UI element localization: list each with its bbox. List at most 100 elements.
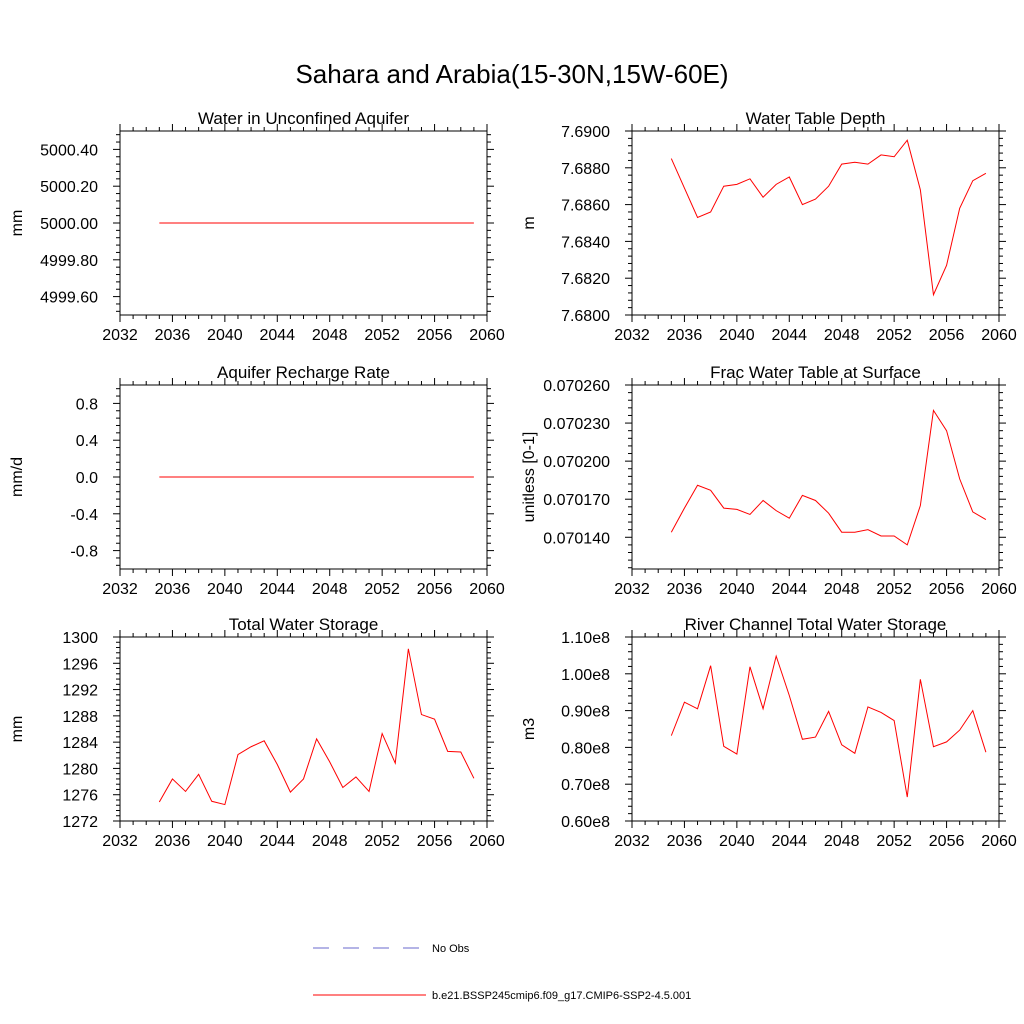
panel-3-ytick-label: 0.0 <box>76 470 98 487</box>
panel-3-ytick-label: -0.4 <box>70 507 98 524</box>
panel-4-ytick-label: 0.070260 <box>543 378 610 395</box>
panel-2-ytick-label: 7.6860 <box>561 198 610 215</box>
panel-5-ytick-label: 1280 <box>62 761 98 778</box>
panel-2-frame <box>631 130 1000 316</box>
panel-2-ytick-label: 7.6840 <box>561 234 610 251</box>
panel-2-ylabel: m <box>521 216 538 229</box>
panel-1-xtick-label: 2040 <box>207 327 243 344</box>
panel-5-xtick-label: 2044 <box>259 833 295 850</box>
panel-4-ytick-label: 0.070200 <box>543 454 610 471</box>
panel-5-title: Total Water Storage <box>229 615 379 634</box>
panel-2-ytick-label: 7.6880 <box>561 161 610 178</box>
panel-5-xtick-label: 2040 <box>207 833 243 850</box>
panel-3-title: Aquifer Recharge Rate <box>217 363 390 382</box>
panel-2-xtick-label: 2040 <box>719 327 755 344</box>
panel-3-xtick-label: 2060 <box>469 581 505 598</box>
panel-3-xtick-label: 2056 <box>417 581 453 598</box>
panel-5-frame <box>119 636 488 822</box>
panel-4-frame <box>631 384 1000 570</box>
panel-4-title: Frac Water Table at Surface <box>710 363 921 382</box>
panel-5-ytick-label: 1288 <box>62 709 98 726</box>
panel-2-xtick-label: 2036 <box>667 327 703 344</box>
panel-6-xtick-label: 2036 <box>667 833 703 850</box>
panel-2: Water Table Depth m 2032 2036 2040 2044 2048 20… <box>521 109 1017 344</box>
panel-4-ytick-label: 0.070170 <box>543 492 610 509</box>
panel-3-ytick-label: 0.4 <box>76 433 98 450</box>
panel-6-xtick-label: 2044 <box>771 833 807 850</box>
panel-5-xtick-label: 2060 <box>469 833 505 850</box>
panel-5-xtick-label: 2048 <box>312 833 348 850</box>
panel-4-ytick-label: 0.070230 <box>543 416 610 433</box>
panel-4-xtick-label: 2032 <box>614 581 650 598</box>
panel-5-series-line <box>158 648 475 806</box>
panel-5-xtick-label: 2052 <box>364 833 400 850</box>
panel-4-xtick-label: 2036 <box>667 581 703 598</box>
panel-5: Total Water Storage mm 2032 2036 2040 2044 204… <box>9 615 505 850</box>
panels: Water in Unconfined Aquifer mm 2032 2036 204… <box>9 109 1017 850</box>
panel-5-ytick-label: 1284 <box>62 735 98 752</box>
panel-2-xtick-label: 2032 <box>614 327 650 344</box>
panel-3-xtick-label: 2040 <box>207 581 243 598</box>
panel-4-ytick-label: 0.070140 <box>543 530 610 547</box>
panel-4-xtick-label: 2048 <box>824 581 860 598</box>
panel-1-xtick-label: 2032 <box>102 327 138 344</box>
panel-6-frame <box>631 636 1000 822</box>
panel-4-ylabel: unitless [0-1] <box>521 432 538 523</box>
panel-3-ylabel: mm/d <box>9 457 26 497</box>
panel-2-xtick-label: 2060 <box>981 327 1017 344</box>
panel-1-ylabel: mm <box>9 210 26 237</box>
panel-1-ytick-label: 5000.00 <box>40 216 98 233</box>
panel-3-xtick-label: 2052 <box>364 581 400 598</box>
panel-6-ylabel: m3 <box>521 718 538 740</box>
panel-1-xtick-label: 2052 <box>364 327 400 344</box>
panel-1-ytick-label: 5000.40 <box>40 142 98 159</box>
panel-6-xtick-label: 2032 <box>614 833 650 850</box>
panel-6-xtick-label: 2052 <box>876 833 912 850</box>
panel-5-ytick-label: 1272 <box>62 814 98 831</box>
panel-6-xtick-label: 2060 <box>981 833 1017 850</box>
panel-3-xtick-label: 2032 <box>102 581 138 598</box>
panel-3: Aquifer Recharge Rate mm/d 2032 2036 2040 204… <box>9 363 505 598</box>
panel-2-xtick-label: 2052 <box>876 327 912 344</box>
legend: No Obs b.e21.BSSP245cmip6.f09_g17.CMIP6-… <box>313 943 691 1002</box>
panel-5-ytick-label: 1276 <box>62 788 98 805</box>
panel-6-ytick-label: 0.60e8 <box>561 814 610 831</box>
panel-4-xtick-label: 2056 <box>929 581 965 598</box>
panel-1-title: Water in Unconfined Aquifer <box>198 109 409 128</box>
panel-2-ytick-label: 7.6800 <box>561 308 610 325</box>
panel-1-ytick-label: 4999.80 <box>40 253 98 270</box>
panel-3-ytick-label: -0.8 <box>70 544 98 561</box>
panel-6-series-line <box>670 654 987 798</box>
panel-1-ytick-label: 4999.60 <box>40 290 98 307</box>
panel-1-xtick-label: 2044 <box>259 327 295 344</box>
panel-3-xtick-label: 2044 <box>259 581 295 598</box>
panel-1: Water in Unconfined Aquifer mm 2032 2036 204… <box>9 109 505 344</box>
panel-5-xtick-label: 2036 <box>155 833 191 850</box>
panel-6-xtick-label: 2040 <box>719 833 755 850</box>
panel-6-ytick-label: 0.80e8 <box>561 740 610 757</box>
panel-1-xtick-label: 2036 <box>155 327 191 344</box>
panel-4-xtick-label: 2044 <box>771 581 807 598</box>
legend-obs-label: No Obs <box>432 943 470 955</box>
panel-6-ytick-label: 1.00e8 <box>561 667 610 684</box>
panel-2-xtick-label: 2044 <box>771 327 807 344</box>
panel-6-ytick-label: 0.90e8 <box>561 704 610 721</box>
panel-2-ytick-label: 7.6820 <box>561 271 610 288</box>
panel-5-ylabel: mm <box>9 716 26 743</box>
panel-1-xtick-label: 2056 <box>417 327 453 344</box>
panel-1-xtick-label: 2060 <box>469 327 505 344</box>
panel-1-ytick-label: 5000.20 <box>40 179 98 196</box>
panel-6-ytick-label: 0.70e8 <box>561 777 610 794</box>
panel-6-xtick-label: 2048 <box>824 833 860 850</box>
panel-3-xtick-label: 2048 <box>312 581 348 598</box>
panel-2-xtick-label: 2056 <box>929 327 965 344</box>
panel-5-xtick-label: 2032 <box>102 833 138 850</box>
panel-1-xtick-label: 2048 <box>312 327 348 344</box>
panel-6-xtick-label: 2056 <box>929 833 965 850</box>
panel-5-ytick-label: 1300 <box>62 630 98 647</box>
panel-4-xtick-label: 2060 <box>981 581 1017 598</box>
panel-3-xtick-label: 2036 <box>155 581 191 598</box>
panel-2-xtick-label: 2048 <box>824 327 860 344</box>
panel-5-ytick-label: 1296 <box>62 656 98 673</box>
